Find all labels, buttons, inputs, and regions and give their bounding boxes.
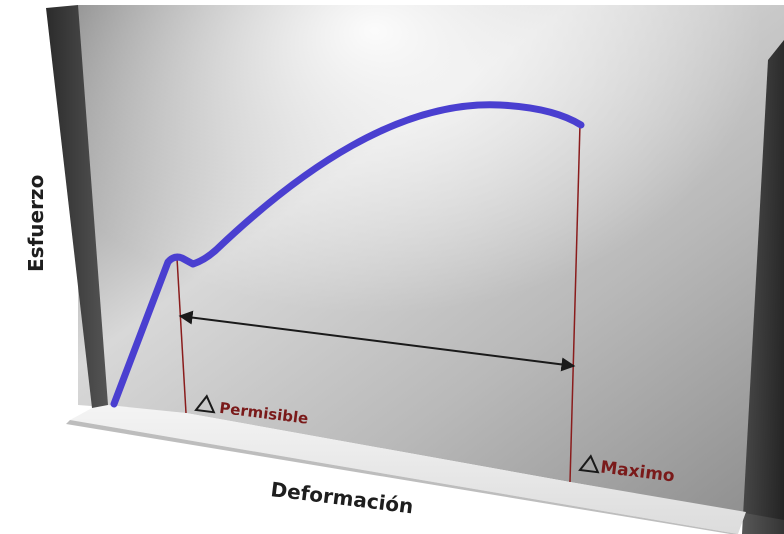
x-axis-label: Deformación bbox=[269, 477, 414, 518]
panel-highlight bbox=[78, 5, 784, 520]
triangle-delta-icon bbox=[578, 454, 600, 474]
stress-strain-curve bbox=[110, 101, 585, 408]
triangle-delta-icon bbox=[194, 394, 216, 414]
deformation-range-arrow bbox=[178, 310, 576, 372]
floor-front-edge bbox=[66, 420, 738, 534]
y-axis-label: Esfuerzo bbox=[24, 175, 48, 272]
maximum-marker-line bbox=[569, 123, 581, 483]
floor-slab bbox=[70, 405, 746, 534]
left-wall bbox=[46, 5, 108, 412]
right-edge bbox=[742, 40, 784, 534]
